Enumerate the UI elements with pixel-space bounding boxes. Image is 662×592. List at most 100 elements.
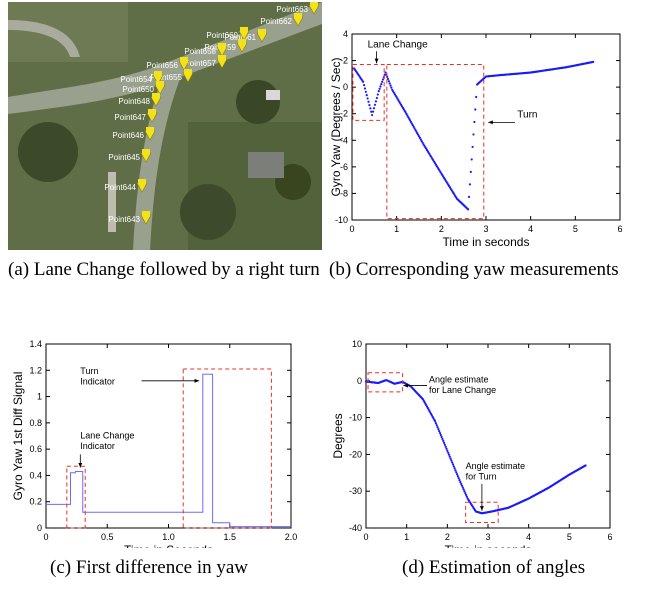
y-axis-label: Gyro Yaw 1st Diff Signal xyxy=(11,372,25,501)
caption-b: (b) Corresponding yaw measurements xyxy=(329,259,619,280)
x-tick-label: 1 xyxy=(394,224,399,234)
data-point xyxy=(389,84,392,87)
y-tick-label: 0 xyxy=(343,82,348,92)
data-point xyxy=(442,439,445,443)
x-tick-label: 0 xyxy=(349,224,354,234)
chart-c-first-difference: 0 0.5 1.0 1.5 2.0 0 0.2 0.4 0.6 0.8 1 1.2 1.4 Time in… xyxy=(11,340,297,548)
aerial-map: Point663Point662Point661Point660Point659… xyxy=(8,2,322,250)
data-point xyxy=(448,455,451,458)
x-tick-label: 1.0 xyxy=(162,532,175,542)
map-pin-label: Point661 xyxy=(224,33,256,42)
plot-area xyxy=(365,343,611,529)
data-point xyxy=(386,77,390,81)
x-tick-label: 6 xyxy=(617,224,622,234)
data-point xyxy=(463,490,466,493)
data-point xyxy=(373,103,377,106)
map-pin-label: Point662 xyxy=(260,17,292,26)
y-tick-label: 0.8 xyxy=(29,418,42,428)
y-tick-label: 1 xyxy=(37,392,42,402)
data-point xyxy=(437,428,440,431)
data-point xyxy=(453,467,456,470)
data-point xyxy=(370,110,373,113)
data-point xyxy=(461,486,464,489)
lane-change-box xyxy=(66,465,86,529)
data-point xyxy=(467,195,471,198)
data-point xyxy=(380,83,383,86)
data-point xyxy=(471,145,474,149)
aerial-map-drawing xyxy=(8,2,322,250)
data-point xyxy=(451,463,455,466)
map-pin: Point654 xyxy=(120,71,164,85)
series-yaw xyxy=(353,60,595,211)
data-point xyxy=(449,457,452,460)
data-point xyxy=(368,103,371,107)
map-pin-label: Point657 xyxy=(184,59,216,68)
data-point xyxy=(442,441,446,444)
map-pin: Point648 xyxy=(118,93,162,107)
map-pin-label: Point655 xyxy=(150,73,182,82)
data-point xyxy=(362,84,366,87)
data-point xyxy=(457,477,460,480)
y-tick-label: -10 xyxy=(349,413,362,423)
data-point xyxy=(388,82,391,85)
data-point xyxy=(374,100,378,103)
x-tick-label: 5 xyxy=(573,224,578,234)
lane-change-box xyxy=(367,372,404,393)
y-tick-label: 0.2 xyxy=(29,497,42,507)
x-axis-label: Time in seconds xyxy=(445,543,532,548)
map-pin-label: Point650 xyxy=(122,85,154,94)
map-pin-layer: Point663Point662Point661Point660Point659… xyxy=(104,2,320,225)
data-point xyxy=(451,461,454,464)
data-point xyxy=(464,491,467,495)
map-pin: Point646 xyxy=(112,127,156,141)
caption-d: (d) Estimation of angles xyxy=(402,557,586,578)
data-point xyxy=(371,113,374,117)
data-point xyxy=(378,87,381,90)
data-point xyxy=(435,424,438,427)
data-point xyxy=(454,469,457,472)
data-point xyxy=(467,208,470,211)
y-tick-label: 0.6 xyxy=(29,444,42,454)
data-point xyxy=(472,133,475,136)
x-tick-label: 4 xyxy=(528,224,533,234)
plot-area xyxy=(45,343,292,529)
map-pin: Point643 xyxy=(108,211,152,225)
data-point xyxy=(365,94,368,97)
x-tick-label: 4 xyxy=(526,532,531,542)
annotation-lane-change-line2: Indicator xyxy=(80,441,115,451)
y-tick-label: 0 xyxy=(37,523,42,533)
data-point xyxy=(384,71,387,74)
data-point xyxy=(381,78,385,81)
data-point xyxy=(366,97,369,100)
x-tick-label: 3 xyxy=(483,224,488,234)
y-tick-label: -30 xyxy=(349,486,362,496)
data-point xyxy=(362,80,365,83)
chart-d-angle-estimation: 0 1 2 3 4 5 6 -40 -30 -20 -10 0 10 Time in seconds Deg… xyxy=(331,340,613,548)
data-point xyxy=(372,107,376,110)
y-tick-label: -40 xyxy=(349,523,362,533)
data-point xyxy=(465,495,468,498)
data-point xyxy=(452,465,455,468)
data-point xyxy=(460,482,463,485)
data-point xyxy=(462,488,465,491)
data-point xyxy=(443,443,446,446)
annotation-turn-line1: Turn xyxy=(80,366,98,376)
map-pin: Point655 xyxy=(150,69,194,83)
annotation-turn: Turn xyxy=(517,110,537,121)
y-tick-label: 0 xyxy=(357,376,362,386)
map-pin-label: Point644 xyxy=(104,183,136,192)
map-pin: Point656 xyxy=(146,57,190,71)
y-tick-label: 1.2 xyxy=(29,365,42,375)
map-pin-label: Point645 xyxy=(108,153,140,162)
data-point xyxy=(459,480,462,484)
data-point xyxy=(369,107,372,110)
data-point xyxy=(434,422,438,425)
y-tick-label: -10 xyxy=(335,215,348,225)
data-point xyxy=(438,431,442,435)
data-point xyxy=(464,493,468,496)
y-tick-label: 0.4 xyxy=(29,470,42,480)
y-tick-label: 4 xyxy=(343,29,348,39)
data-point xyxy=(381,80,384,83)
map-pin: Point650 xyxy=(122,81,166,95)
map-pin-label: Point656 xyxy=(146,61,178,70)
